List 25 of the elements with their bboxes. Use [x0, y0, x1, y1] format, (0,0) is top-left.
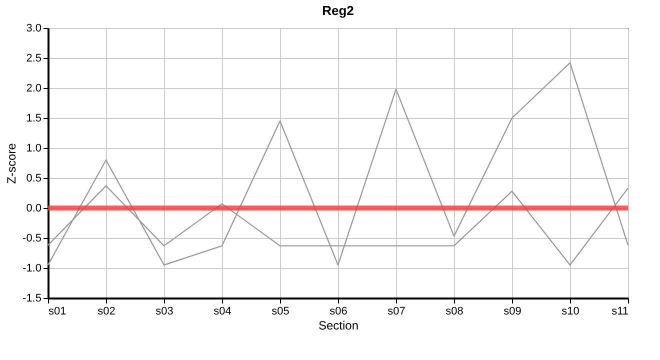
x-tick-label: s06	[330, 306, 348, 318]
x-tick-label: s05	[272, 306, 290, 318]
y-tick-label: 1.5	[26, 112, 42, 124]
x-tick-label: s08	[446, 306, 464, 318]
y-axis-title: Z-score	[4, 142, 19, 184]
y-tick-label: -1.5	[22, 292, 42, 304]
x-tick-label: s04	[214, 306, 232, 318]
x-tick-label: s07	[388, 306, 406, 318]
x-tick-label: s09	[504, 306, 522, 318]
y-tick-label: -1.0	[22, 262, 42, 274]
y-tick-label: 3.0	[26, 22, 42, 34]
x-tick-label: s10	[562, 306, 580, 318]
x-tick-label: s01	[48, 306, 66, 318]
x-tick-label: s02	[98, 306, 116, 318]
line-series	[47, 62, 629, 266]
chart-title: Reg2	[322, 3, 354, 18]
x-axis-title: Section	[318, 318, 359, 332]
y-tick-label: 0.5	[26, 172, 42, 184]
y-tick-label: -0.5	[22, 232, 42, 244]
y-tick-label: 0.0	[26, 202, 42, 214]
x-tick-label: s03	[156, 306, 174, 318]
y-tick-label: 2.5	[26, 52, 42, 64]
y-tick-label: 1.0	[26, 142, 42, 154]
x-tick-label: s11	[612, 306, 628, 318]
y-tick-label: 2.0	[26, 82, 42, 94]
